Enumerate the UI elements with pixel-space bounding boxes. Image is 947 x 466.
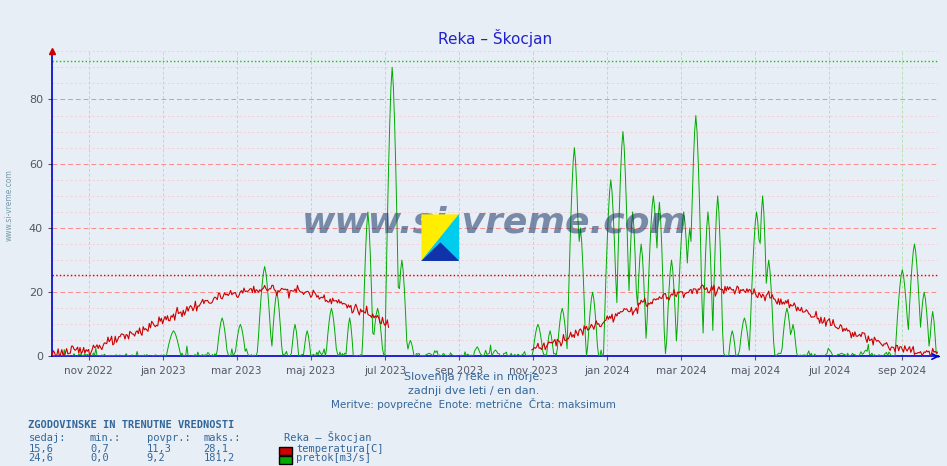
Text: 0,7: 0,7 bbox=[90, 444, 109, 454]
Text: Slovenija / reke in morje.: Slovenija / reke in morje. bbox=[404, 372, 543, 382]
Text: zadnji dve leti / en dan.: zadnji dve leti / en dan. bbox=[408, 386, 539, 396]
Text: maks.:: maks.: bbox=[204, 433, 241, 443]
Text: min.:: min.: bbox=[90, 433, 121, 443]
Text: 181,2: 181,2 bbox=[204, 453, 235, 463]
Text: 28,1: 28,1 bbox=[204, 444, 228, 454]
Polygon shape bbox=[421, 214, 459, 261]
Text: www.si-vreme.com: www.si-vreme.com bbox=[302, 205, 688, 239]
Text: 9,2: 9,2 bbox=[147, 453, 166, 463]
Text: 11,3: 11,3 bbox=[147, 444, 171, 454]
Text: Reka – Škocjan: Reka – Škocjan bbox=[284, 431, 371, 443]
Text: www.si-vreme.com: www.si-vreme.com bbox=[5, 169, 14, 241]
Title: Reka – Škocjan: Reka – Škocjan bbox=[438, 29, 552, 48]
Text: 0,0: 0,0 bbox=[90, 453, 109, 463]
Text: 15,6: 15,6 bbox=[28, 444, 53, 454]
Text: Meritve: povprečne  Enote: metrične  Črta: maksimum: Meritve: povprečne Enote: metrične Črta:… bbox=[331, 398, 616, 410]
Polygon shape bbox=[421, 242, 459, 261]
Text: povpr.:: povpr.: bbox=[147, 433, 190, 443]
Text: temperatura[C]: temperatura[C] bbox=[296, 444, 384, 454]
Text: 24,6: 24,6 bbox=[28, 453, 53, 463]
Text: ZGODOVINSKE IN TRENUTNE VREDNOSTI: ZGODOVINSKE IN TRENUTNE VREDNOSTI bbox=[28, 420, 235, 430]
Polygon shape bbox=[421, 214, 459, 261]
Text: pretok[m3/s]: pretok[m3/s] bbox=[296, 453, 371, 463]
Text: sedaj:: sedaj: bbox=[28, 433, 66, 443]
